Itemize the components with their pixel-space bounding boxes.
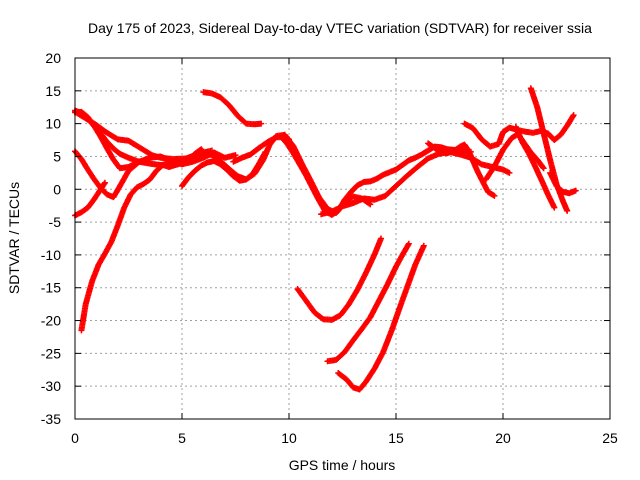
series-arc-13	[324, 240, 412, 365]
y-tick-label: -15	[41, 280, 61, 296]
data-point	[201, 150, 208, 157]
x-tick-label: 20	[495, 430, 511, 446]
data-point	[378, 235, 385, 242]
data-point	[202, 152, 209, 159]
plot-frame	[74, 57, 611, 420]
y-tick-label: 0	[53, 181, 61, 197]
data-point	[564, 207, 571, 214]
series-arc-20	[544, 112, 577, 144]
y-tick-label: -25	[41, 345, 61, 361]
x-tick-label: 25	[602, 430, 618, 446]
x-tick-label: 15	[388, 430, 404, 446]
data-points	[72, 85, 579, 393]
series-arc-7	[179, 148, 269, 189]
x-tick-label: 5	[178, 430, 186, 446]
data-point	[258, 120, 265, 127]
data-point	[101, 179, 108, 186]
series-arc-14	[335, 242, 427, 393]
y-tick-label: -30	[41, 378, 61, 394]
data-point	[232, 152, 239, 159]
y-tick-label: 10	[45, 116, 61, 132]
data-point	[572, 187, 579, 194]
y-axis-label: SDTVAR / TECUs	[6, 182, 22, 294]
series-arc-19	[512, 123, 558, 211]
y-tick-label: -35	[41, 411, 61, 427]
y-tick-label: -10	[41, 247, 61, 263]
series-arc-12	[294, 235, 385, 323]
series-arc-21	[547, 169, 579, 197]
axis-ticks	[74, 57, 611, 420]
y-tick-label: 15	[45, 83, 61, 99]
series-arc-10	[277, 133, 474, 218]
series-arc-6	[78, 146, 209, 334]
grid	[75, 58, 610, 419]
data-point	[570, 112, 577, 119]
data-point	[506, 169, 513, 176]
x-tick-labels: 0 5 10 15 20 25	[71, 430, 618, 446]
y-tick-label: 5	[53, 148, 61, 164]
y-tick-label: 20	[45, 50, 61, 66]
x-axis-label: GPS time / hours	[289, 457, 396, 473]
data-point	[286, 136, 292, 143]
data-point	[551, 204, 558, 211]
series-arc-5	[72, 179, 108, 219]
chart-title: Day 175 of 2023, Sidereal Day-to-day VTE…	[88, 20, 592, 36]
y-tick-labels: -35 -30 -25 -20 -15 -10 -5 0 5 10 15 20	[41, 50, 61, 427]
data-point	[540, 165, 547, 172]
y-tick-label: -20	[41, 313, 61, 329]
series-arc-4	[72, 148, 153, 201]
x-tick-label: 10	[281, 430, 297, 446]
data-point	[491, 192, 498, 199]
data-point	[146, 156, 153, 163]
data-point	[262, 148, 269, 155]
data-point	[405, 240, 412, 247]
series-arc-15	[425, 140, 498, 199]
y-tick-label: -5	[49, 214, 62, 230]
series-arc-8	[200, 89, 265, 128]
x-tick-label: 0	[71, 430, 79, 446]
data-point	[367, 201, 374, 208]
data-point	[420, 242, 427, 249]
data-point	[539, 164, 546, 171]
series-arc-16	[461, 120, 551, 150]
